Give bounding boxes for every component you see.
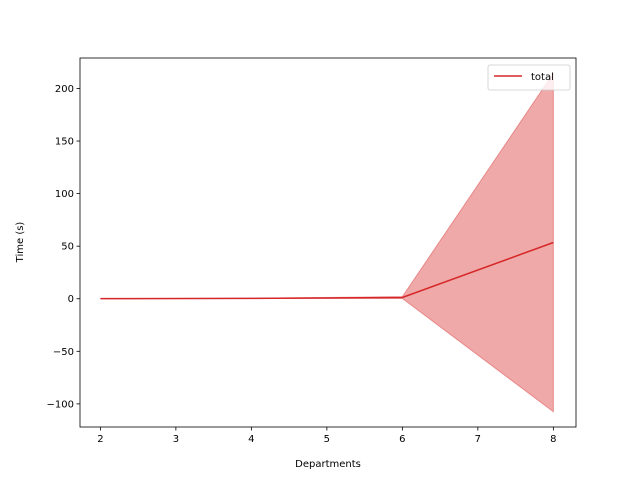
y-tick-label: 50 — [61, 242, 74, 253]
y-tick-label: 0 — [68, 294, 74, 305]
x-tick-label: 7 — [475, 434, 481, 445]
legend-box — [488, 65, 570, 90]
y-tick-label: 200 — [55, 84, 74, 95]
x-axis-label: Departments — [295, 459, 361, 470]
y-tick-label: −100 — [47, 399, 74, 410]
x-tick-label: 2 — [97, 434, 103, 445]
x-tick-label: 3 — [173, 434, 179, 445]
y-axis-label: Time (s) — [15, 222, 26, 264]
x-tick-label: 4 — [248, 434, 254, 445]
x-tick-label: 5 — [324, 434, 330, 445]
legend: total — [488, 65, 570, 90]
y-tick-label: 100 — [55, 189, 74, 200]
legend-label-total: total — [531, 72, 554, 83]
x-tick-label: 8 — [550, 434, 556, 445]
x-tick-label: 6 — [399, 434, 405, 445]
y-tick-label: 150 — [55, 137, 74, 148]
y-tick-label: −50 — [53, 347, 74, 358]
